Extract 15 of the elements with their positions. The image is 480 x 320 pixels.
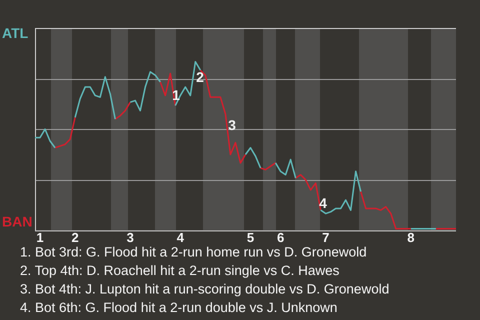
x-tick-label: 1 <box>36 230 44 245</box>
text: 4. Bot 6th: G. Flood hit a 2-run double vs J. Unknown <box>20 300 338 316</box>
text: 3. Bot 4th: J. Lupton hit a run-scoring double vs D. Gronewold <box>20 282 390 297</box>
x-tick-label: 7 <box>322 230 330 245</box>
x-tick-label: 3 <box>126 230 134 245</box>
x-tick-label: 4 <box>176 230 185 245</box>
x-tick-label: 8 <box>407 230 415 245</box>
text: 2. Top 4th: D. Roachell hit a 2-run single vs C. Hawes <box>20 263 340 278</box>
x-tick-label: 2 <box>71 230 79 245</box>
text: BAN <box>2 213 32 230</box>
annotation: 3 <box>228 116 236 133</box>
text: 1. Bot 3rd: G. Flood hit a 2-run home run vs D. Gronewold <box>20 244 367 260</box>
x-tick-label: 6 <box>276 230 284 245</box>
x-tick-label: 5 <box>246 230 254 245</box>
text: ATL <box>2 24 29 41</box>
